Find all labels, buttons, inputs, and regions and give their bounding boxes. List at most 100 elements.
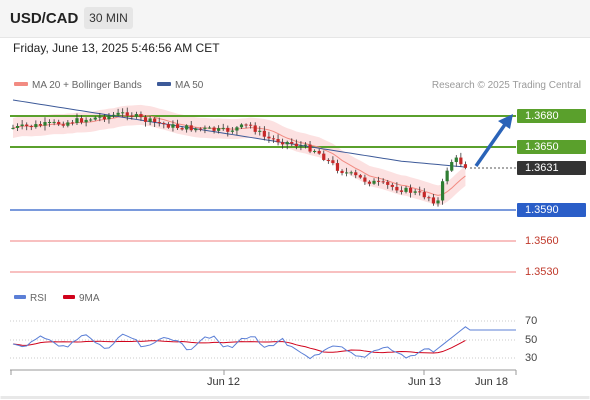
- candle-body: [180, 128, 184, 130]
- candle-body: [349, 172, 353, 174]
- candle-body: [57, 121, 61, 125]
- scrollbar[interactable]: [0, 396, 590, 399]
- rsi-axis-70: 70: [525, 315, 538, 327]
- candle-body: [463, 164, 468, 168]
- candle-body: [226, 127, 230, 132]
- bollinger-bands: [13, 104, 466, 206]
- candle-body: [317, 150, 321, 154]
- candle-body: [166, 124, 170, 128]
- bollinger-band-area: [13, 104, 466, 206]
- ma20-swatch-icon: [14, 82, 28, 87]
- rsi-axis-50: 50: [525, 334, 538, 346]
- timeframe-button[interactable]: 30 MIN: [84, 7, 133, 29]
- price-label-s2: 1.3530: [525, 266, 559, 278]
- price-label-pivot: 1.3590: [517, 203, 586, 217]
- legend-ma20: MA 20 + Bollinger Bands: [14, 80, 142, 91]
- candle-body: [303, 144, 308, 146]
- candle-body: [454, 157, 458, 163]
- legend-9ma-label: 9MA: [79, 293, 100, 304]
- candle-body: [408, 187, 413, 193]
- legend-ma20-label: MA 20 + Bollinger Bands: [32, 80, 142, 91]
- candle-body: [377, 180, 381, 182]
- candle-body: [148, 118, 152, 122]
- candle-body: [322, 153, 326, 160]
- candle-body: [230, 130, 234, 132]
- candle-body: [326, 159, 330, 161]
- candle-body: [459, 157, 463, 165]
- ma50-line: [12, 99, 466, 168]
- candle-body: [139, 114, 143, 118]
- x-label-jun13: Jun 13: [408, 376, 442, 388]
- candle-body: [285, 141, 289, 145]
- candle-body: [271, 138, 276, 140]
- candle-body: [345, 172, 349, 174]
- candle-body: [418, 191, 422, 193]
- candle-body: [162, 123, 166, 125]
- candle-body: [299, 145, 303, 147]
- legend-ma50-label: MA 50: [175, 80, 204, 91]
- candle-body: [404, 187, 408, 192]
- rsi-axis-30: 30: [525, 352, 538, 364]
- candle-body: [93, 117, 97, 120]
- candle-body: [98, 116, 102, 118]
- ma20-line: [12, 114, 466, 196]
- candle-body: [276, 139, 280, 143]
- candle-body: [367, 181, 372, 184]
- candle-body: [294, 143, 298, 147]
- candle-body: [281, 142, 285, 145]
- price-label-r1: 1.3650: [517, 140, 586, 154]
- candle-body: [125, 112, 129, 116]
- candle-body: [395, 186, 399, 191]
- candle-body: [11, 127, 15, 129]
- candle-body: [445, 170, 449, 182]
- candle-body: [38, 124, 43, 126]
- candle-body: [116, 112, 120, 115]
- forecast-arrow: [474, 121, 508, 168]
- candle-body: [313, 150, 317, 152]
- rsi-ma9-line: [12, 340, 466, 354]
- ma9-swatch-icon: [63, 295, 75, 300]
- rsi-line: [12, 326, 516, 360]
- candle-body: [390, 184, 394, 187]
- candle-body: [143, 117, 148, 122]
- candle-body: [262, 130, 266, 137]
- candle-body: [413, 191, 417, 193]
- candle-body: [175, 124, 180, 129]
- candle-body: [212, 127, 216, 131]
- candle-body: [66, 122, 70, 126]
- candle-body: [15, 125, 20, 128]
- candle-body: [34, 124, 38, 128]
- ma50-swatch-icon: [157, 82, 171, 87]
- candle-body: [422, 192, 426, 198]
- candle-body: [258, 130, 262, 132]
- x-label-jun12: Jun 12: [207, 376, 241, 388]
- candle-body: [70, 122, 75, 124]
- candle-body: [363, 177, 367, 182]
- candle-body: [253, 125, 257, 132]
- candle-body: [399, 190, 404, 192]
- currency-pair-title: USD/CAD: [10, 10, 79, 27]
- candle-body: [20, 124, 24, 126]
- candle-body: [431, 197, 436, 204]
- candle-body: [52, 121, 56, 123]
- candle-body: [203, 127, 207, 129]
- candle-body: [102, 116, 106, 120]
- candle-body: [111, 114, 116, 116]
- candle-body: [153, 118, 157, 123]
- candlesticks: [11, 107, 468, 207]
- candle-body: [43, 122, 47, 126]
- header-bar: USD/CAD 30 MIN: [0, 0, 590, 38]
- candle-body: [239, 124, 244, 128]
- candle-body: [335, 163, 340, 171]
- candle-body: [75, 118, 79, 124]
- candle-body: [134, 114, 138, 117]
- candle-body: [249, 124, 253, 126]
- price-label-r2: 1.3680: [517, 109, 586, 123]
- candle-body: [372, 180, 376, 184]
- candle-body: [157, 122, 161, 124]
- candle-body: [354, 172, 358, 176]
- legend-rsi: RSI: [14, 293, 47, 304]
- candle-body: [198, 128, 202, 130]
- chart-datetime: Friday, June 13, 2025 5:46:56 AM CET: [13, 41, 220, 55]
